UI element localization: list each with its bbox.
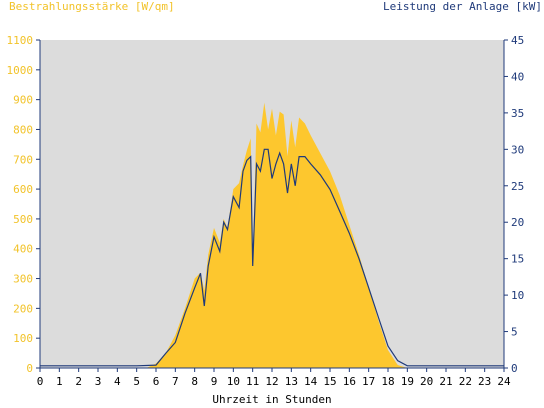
x-tick-label: 12 <box>265 375 278 388</box>
x-tick-label: 16 <box>343 375 356 388</box>
x-tick-label: 5 <box>133 375 140 388</box>
right-tick-label: 40 <box>511 70 524 83</box>
x-tick-label: 10 <box>227 375 240 388</box>
left-tick-label: 100 <box>13 332 33 345</box>
x-tick-label: 3 <box>95 375 102 388</box>
x-tick-label: 17 <box>362 375 375 388</box>
irradiance-area <box>40 102 504 368</box>
x-tick-label: 14 <box>304 375 318 388</box>
left-tick-label: 1000 <box>7 64 34 77</box>
x-tick-label: 22 <box>459 375 472 388</box>
right-tick-label: 15 <box>511 253 524 266</box>
x-tick-label: 21 <box>439 375 452 388</box>
left-tick-label: 600 <box>13 183 33 196</box>
x-tick-label: 20 <box>420 375 433 388</box>
x-tick-label: 6 <box>153 375 160 388</box>
left-tick-label: 800 <box>13 123 33 136</box>
left-tick-label: 0 <box>26 362 33 375</box>
x-tick-label: 7 <box>172 375 179 388</box>
ticks-layer: 0100200300400500600700800900100011000510… <box>7 34 525 388</box>
right-tick-label: 45 <box>511 34 524 47</box>
x-tick-label: 8 <box>191 375 198 388</box>
right-tick-label: 25 <box>511 180 524 193</box>
right-tick-label: 35 <box>511 107 524 120</box>
left-tick-label: 700 <box>13 153 33 166</box>
x-tick-label: 15 <box>323 375 336 388</box>
x-tick-label: 0 <box>37 375 44 388</box>
right-tick-label: 10 <box>511 289 524 302</box>
left-tick-label: 1100 <box>7 34 34 47</box>
x-tick-label: 4 <box>114 375 121 388</box>
right-tick-label: 0 <box>511 362 518 375</box>
x-tick-label: 24 <box>497 375 511 388</box>
right-tick-label: 5 <box>511 326 518 339</box>
x-tick-label: 9 <box>211 375 218 388</box>
right-axis-title: Leistung der Anlage [kW] <box>383 0 542 13</box>
power-line <box>40 148 504 367</box>
left-tick-label: 200 <box>13 302 33 315</box>
left-tick-label: 500 <box>13 213 33 226</box>
right-tick-label: 20 <box>511 216 524 229</box>
x-tick-label: 18 <box>381 375 394 388</box>
x-tick-label: 19 <box>401 375 414 388</box>
x-tick-label: 23 <box>478 375 491 388</box>
right-tick-label: 30 <box>511 143 524 156</box>
x-tick-label: 1 <box>56 375 63 388</box>
left-tick-label: 300 <box>13 273 33 286</box>
series-layer <box>40 102 504 368</box>
x-tick-label: 13 <box>285 375 298 388</box>
left-tick-label: 900 <box>13 94 33 107</box>
x-axis-label: Uhrzeit in Stunden <box>212 393 332 406</box>
left-axis-title: Bestrahlungsstärke [W/qm] <box>9 0 175 13</box>
x-tick-label: 11 <box>246 375 259 388</box>
left-tick-label: 400 <box>13 243 33 256</box>
x-tick-label: 2 <box>75 375 82 388</box>
